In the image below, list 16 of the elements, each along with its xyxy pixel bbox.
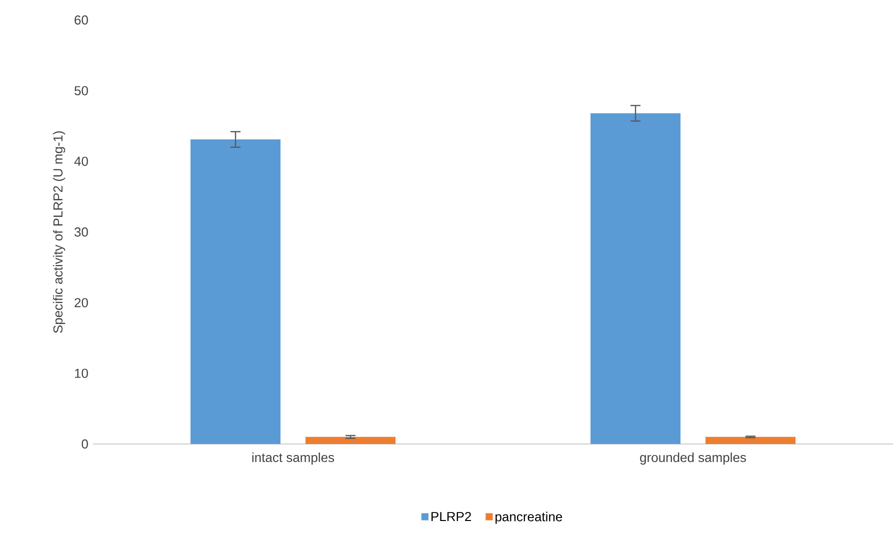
y-tick-label: 30 xyxy=(74,227,88,237)
y-axis-title: Specific activity of PLRP2 (U mg-1) xyxy=(53,131,66,333)
legend-label: PLRP2 xyxy=(432,512,471,522)
y-tick-label: 40 xyxy=(74,156,88,166)
bar xyxy=(190,139,281,444)
y-tick-label: 10 xyxy=(74,368,88,378)
bar xyxy=(306,436,396,444)
y-tick-label: 50 xyxy=(74,86,88,96)
y-tick-label: 0 xyxy=(82,439,88,449)
y-tick-label: 60 xyxy=(74,15,88,25)
x-tick-label: grounded samples xyxy=(640,452,746,465)
y-tick-label: 20 xyxy=(74,298,88,308)
bar xyxy=(706,436,796,444)
bar xyxy=(590,113,681,444)
legend-label: pancreatine xyxy=(496,512,562,524)
x-tick-label: intact samples xyxy=(252,452,334,465)
